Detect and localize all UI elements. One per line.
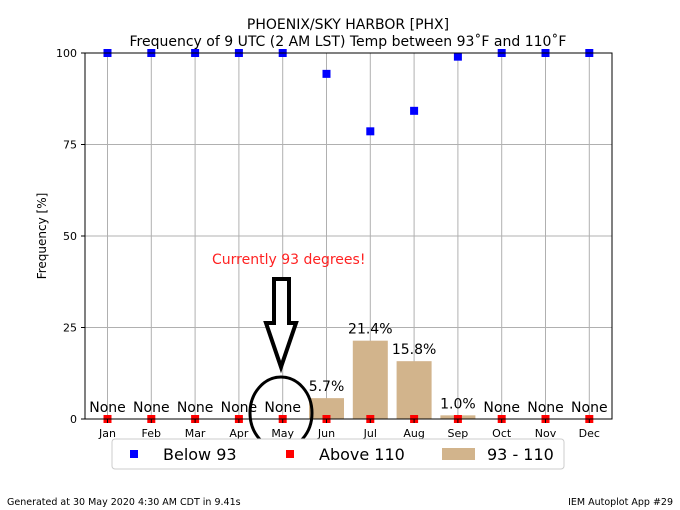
bar-jun xyxy=(309,398,344,419)
x-tick-label: Aug xyxy=(403,427,424,440)
bar-label-jun: 5.7% xyxy=(309,379,345,395)
gridlines xyxy=(85,52,612,420)
bar-label-oct: None xyxy=(483,400,520,416)
bar-label-aug: 15.8% xyxy=(392,342,436,358)
y-tick-label: 0 xyxy=(70,413,77,426)
chart-subtitle: Frequency of 9 UTC (2 AM LST) Temp betwe… xyxy=(130,33,567,50)
legend-label-above: Above 110 xyxy=(319,445,405,464)
legend-label-range: 93 - 110 xyxy=(487,445,554,464)
x-tick-label: Jun xyxy=(317,427,335,440)
x-tick-label: May xyxy=(271,427,294,440)
y-tick-label: 100 xyxy=(56,47,77,60)
point-below-sep xyxy=(453,52,462,61)
y-axis-label: Frequency [%] xyxy=(35,193,49,280)
y-tick-label: 50 xyxy=(63,230,77,243)
y-tick-label: 75 xyxy=(63,139,77,152)
point-below-aug xyxy=(410,106,419,115)
x-tick-label: Apr xyxy=(229,427,249,440)
legend-box xyxy=(111,438,565,470)
x-tick-label: Jan xyxy=(98,427,116,440)
y-axis-ticks: 0 25 50 75 100 xyxy=(56,47,85,426)
x-tick-label: Sep xyxy=(448,427,469,440)
footer-app: IEM Autoplot App #29 xyxy=(568,497,673,508)
bar-labels: None None None None None 5.7% 21.4%15.8% 1.0% No… xyxy=(89,322,607,416)
bar-label-apr: None xyxy=(221,400,258,416)
x-tick-label: Feb xyxy=(142,427,161,440)
legend-marker-above xyxy=(286,450,294,458)
bar-label-jul: 21.4% xyxy=(348,322,392,338)
point-below-jun xyxy=(322,69,331,78)
x-tick-label: Nov xyxy=(535,427,557,440)
x-tick-label: Oct xyxy=(492,427,512,440)
legend-marker-below xyxy=(130,450,138,458)
bar-label-dec: None xyxy=(571,400,608,416)
x-axis-ticks: Jan Feb Mar Apr May Jun Jul Aug Sep Oct Nov Dec xyxy=(98,419,600,440)
annotation-arrow xyxy=(263,277,299,374)
bar-label-jan: None xyxy=(89,400,126,416)
bar-label-sep: 1.0% xyxy=(440,396,476,412)
legend: Below 93 Above 110 93 - 110 xyxy=(111,438,565,470)
bar-aug xyxy=(396,361,432,419)
x-tick-label: Jul xyxy=(363,427,377,440)
bar-jul xyxy=(352,340,388,419)
x-tick-label: Dec xyxy=(579,427,600,440)
bar-label-nov: None xyxy=(527,400,564,416)
chart-title: PHOENIX/SKY HARBOR [PHX] xyxy=(247,17,449,33)
legend-swatch-range xyxy=(442,448,475,460)
bar-label-feb: None xyxy=(133,400,170,416)
point-below-jul xyxy=(366,127,375,136)
x-tick-label: Mar xyxy=(185,427,206,440)
y-tick-label: 25 xyxy=(63,322,77,335)
bar-series xyxy=(309,340,476,419)
footer-generated: Generated at 30 May 2020 4:30 AM CDT in … xyxy=(7,497,241,508)
annotation-text: Currently 93 degrees! xyxy=(212,252,365,268)
bar-label-may: None xyxy=(264,400,301,416)
bar-label-mar: None xyxy=(177,400,214,416)
legend-label-below: Below 93 xyxy=(163,445,237,464)
